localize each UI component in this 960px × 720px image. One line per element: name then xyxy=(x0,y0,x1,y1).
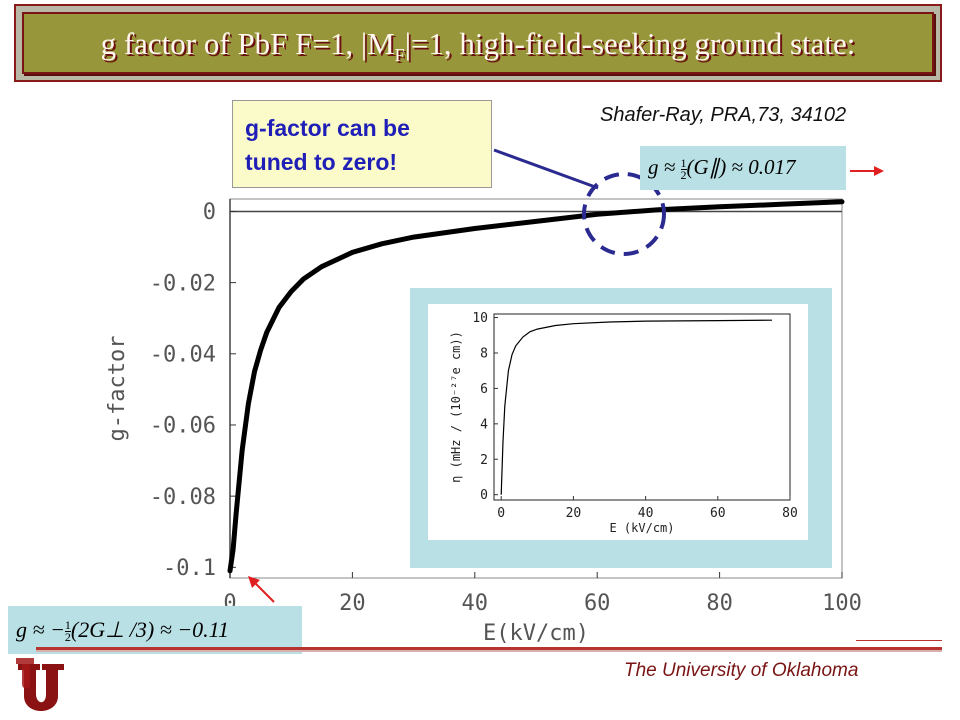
red-arrow-bottom-head xyxy=(248,576,260,588)
main-x-tick-label: 60 xyxy=(584,591,611,616)
main-y-tick-label: -0.1 xyxy=(163,556,216,581)
inset-chart-panel: 0 20 40 60 80 0 2 4 6 8 10 E (kV/cm) η (mHz / (10⁻²⁷… xyxy=(428,304,808,540)
main-y-tick-label: -0.04 xyxy=(150,343,216,368)
inset-x-tick-label: 60 xyxy=(710,506,726,521)
main-x-tick-label: 40 xyxy=(462,591,489,616)
callout-line-1: g-factor can be xyxy=(245,115,410,141)
annotations xyxy=(248,148,884,603)
red-arrow-bottom xyxy=(253,581,275,603)
inset-y-tick-label: 2 xyxy=(480,453,488,468)
footer-divider-short xyxy=(856,640,942,641)
main-y-tick-label: -0.06 xyxy=(150,414,216,439)
main-y-tick-label: 0 xyxy=(203,200,216,225)
main-x-tick-label: 100 xyxy=(822,591,862,616)
main-y-tick-label: -0.08 xyxy=(150,485,216,510)
inset-x-tick-label: 0 xyxy=(497,506,505,521)
inset-y-tick-label: 8 xyxy=(480,347,488,362)
inset-y-axis-title: η (mHz / (10⁻²⁷e cm)) xyxy=(449,331,463,483)
citation: Shafer-Ray, PRA,73, 34102 xyxy=(600,104,847,126)
formula-zero-field: g ≈ −1 2 (2G⊥ /3) ≈ −0.11 xyxy=(8,606,302,654)
inset-y-tick-label: 4 xyxy=(480,417,488,432)
main-x-tick-label: 20 xyxy=(339,591,366,616)
zero-crossing-dashed-circle xyxy=(582,172,666,256)
inset-chart-frame: 0 20 40 60 80 0 2 4 6 8 10 E (kV/cm) η (mHz / (10⁻²⁷… xyxy=(410,288,832,568)
main-y-tick-label: -0.02 xyxy=(150,271,216,296)
inset-plot-frame xyxy=(493,313,791,501)
eta-chart: 0 20 40 60 80 0 2 4 6 8 10 E (kV/cm) η (mHz / (10⁻²⁷… xyxy=(449,311,798,535)
title-frame: g factor of PbF F=1, |MF|=1, high-field-… xyxy=(14,4,942,82)
inset-y-tick-label: 6 xyxy=(480,382,488,397)
inset-x-tick-label: 80 xyxy=(782,506,798,521)
g-factor-curve xyxy=(227,199,845,574)
title-banner: g factor of PbF F=1, |MF|=1, high-field-… xyxy=(22,12,934,74)
university-name: The University of Oklahoma xyxy=(624,660,859,681)
slide-title: g factor of PbF F=1, |MF|=1, high-field-… xyxy=(100,26,856,66)
main-y-axis-title: g-factor xyxy=(105,336,130,442)
inset-x-tick-label: 40 xyxy=(638,506,654,521)
inset-y-tick-label: 0 xyxy=(480,488,488,503)
inset-x-axis-title: E (kV/cm) xyxy=(609,521,674,535)
inset-x-tick-label: 20 xyxy=(566,506,582,521)
callout-box: g-factor can be tuned to zero! xyxy=(232,100,492,188)
callout-pointer-line xyxy=(493,148,599,190)
eta-curve xyxy=(500,319,773,495)
main-x-axis-title: E(kV/cm) xyxy=(483,621,589,646)
footer-divider xyxy=(36,647,942,652)
inset-y-tick-label: 10 xyxy=(472,311,488,326)
main-x-tick-label: 80 xyxy=(706,591,733,616)
formula-high-field: g ≈ 1 2 (G∥) ≈ 0.017 xyxy=(640,146,846,190)
red-arrow-top-head xyxy=(874,166,884,176)
ou-logo-icon xyxy=(16,658,64,711)
callout-line-2: tuned to zero! xyxy=(245,149,398,175)
